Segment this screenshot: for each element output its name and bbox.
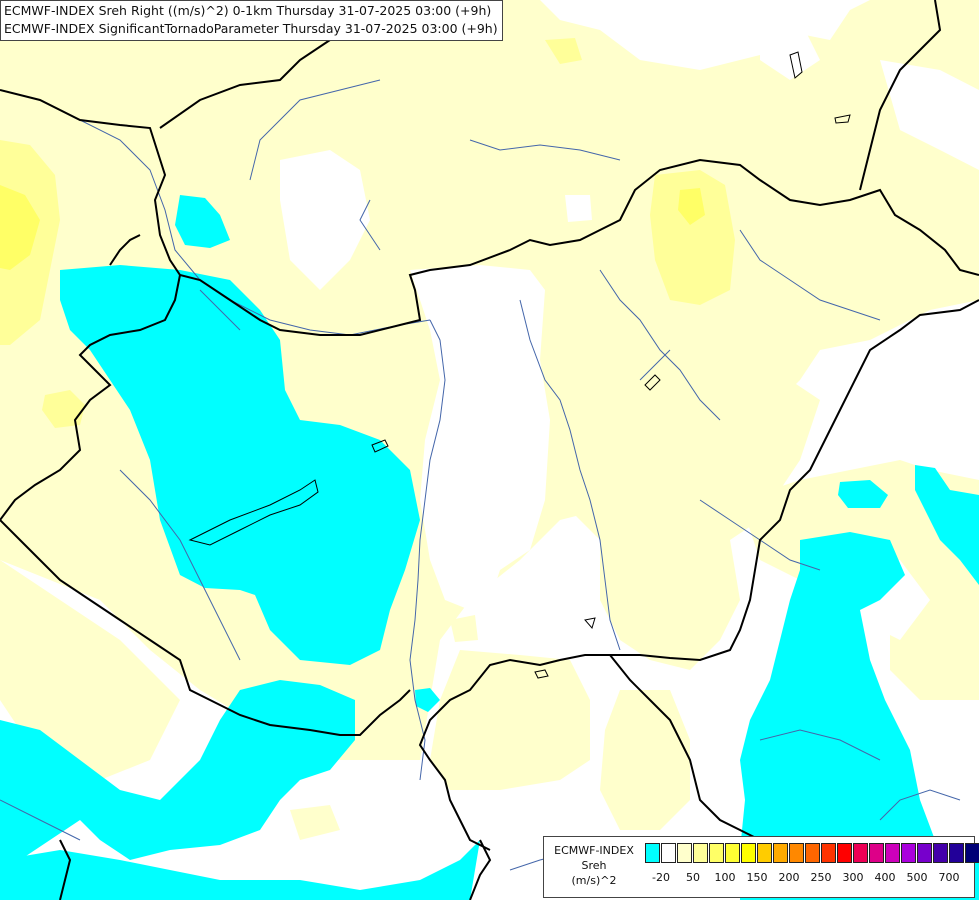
legend-tick-label: 200: [778, 871, 800, 884]
legend-swatch: [661, 843, 676, 863]
legend-swatch: [837, 843, 852, 863]
map-title: ECMWF-INDEX Sreh Right ((m/s)^2) 0-1km T…: [0, 0, 503, 41]
legend-tick-label: 250: [810, 871, 832, 884]
legend-source: ECMWF-INDEX: [554, 844, 634, 857]
legend-tick-label: 500: [906, 871, 928, 884]
legend-ticks: -20 50 100 150 200 250 300 400 500 700: [645, 871, 970, 887]
legend-tick-label: 100: [714, 871, 736, 884]
legend-tick-label: 400: [874, 871, 896, 884]
legend-unit: (m/s)^2: [571, 874, 617, 887]
legend-swatch: [917, 843, 932, 863]
legend-swatch: [677, 843, 692, 863]
legend-swatch: [949, 843, 964, 863]
legend-swatch: [725, 843, 740, 863]
legend-tick-label: 700: [938, 871, 960, 884]
legend-tick-label: 150: [746, 871, 768, 884]
sreh-yellow-areas: [0, 185, 705, 270]
legend-label: ECMWF-INDEX Sreh (m/s)^2: [544, 843, 644, 888]
legend-swatch: [853, 843, 868, 863]
legend-swatch: [709, 843, 724, 863]
lakes: [188, 51, 851, 679]
color-legend: ECMWF-INDEX Sreh (m/s)^2 -20 50 100 150 200 2…: [543, 836, 979, 898]
legend-swatch: [901, 843, 916, 863]
legend-tick-label: 300: [842, 871, 864, 884]
legend-parameter: Sreh: [581, 859, 607, 872]
legend-swatches: [645, 843, 979, 863]
legend-swatch: [821, 843, 836, 863]
legend-tick-label: 50: [686, 871, 700, 884]
legend-swatch: [885, 843, 900, 863]
legend-swatch: [789, 843, 804, 863]
legend-swatch: [693, 843, 708, 863]
title-line-2: ECMWF-INDEX SignificantTornadoParameter …: [4, 21, 498, 36]
legend-tick-label: -20: [652, 871, 670, 884]
legend-swatch: [645, 843, 660, 863]
legend-swatch: [869, 843, 884, 863]
legend-swatch: [757, 843, 772, 863]
sreh-cyan-areas: [0, 195, 979, 900]
legend-swatch: [933, 843, 948, 863]
legend-swatch: [805, 843, 820, 863]
legend-swatch: [741, 843, 756, 863]
legend-swatch: [965, 843, 979, 863]
title-line-1: ECMWF-INDEX Sreh Right ((m/s)^2) 0-1km T…: [4, 3, 492, 18]
legend-swatch: [773, 843, 788, 863]
